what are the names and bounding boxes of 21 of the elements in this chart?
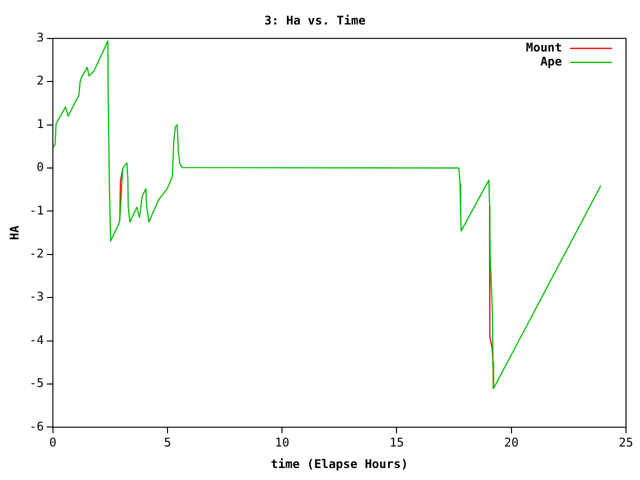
y-tick-label: 2 <box>36 74 44 88</box>
x-tick-label: 10 <box>274 436 290 450</box>
y-tick-label: 0 <box>36 160 44 174</box>
y-tick-label: 1 <box>36 116 44 131</box>
x-tick-label: 20 <box>504 436 519 450</box>
x-tick-label: 25 <box>618 436 634 450</box>
y-axis-title: HA <box>7 224 22 240</box>
legend-label: Mount <box>526 40 562 55</box>
y-tick-label: -1 <box>29 203 44 218</box>
x-axis-title: time (Elapse Hours) <box>270 456 408 471</box>
y-tick-label: -6 <box>29 419 44 434</box>
y-tick-label: -5 <box>29 376 44 390</box>
chart-title: 3: Ha vs. Time <box>264 13 366 28</box>
y-tick-label: -2 <box>29 246 44 261</box>
y-tick-label: 3 <box>36 30 44 45</box>
x-tick-label: 0 <box>49 436 56 450</box>
y-tick-label: -3 <box>29 290 44 304</box>
x-tick-label: 15 <box>390 436 404 450</box>
x-tick-label: 5 <box>164 436 172 450</box>
legend-label: Ape <box>540 54 562 69</box>
y-tick-label: -4 <box>29 332 44 347</box>
